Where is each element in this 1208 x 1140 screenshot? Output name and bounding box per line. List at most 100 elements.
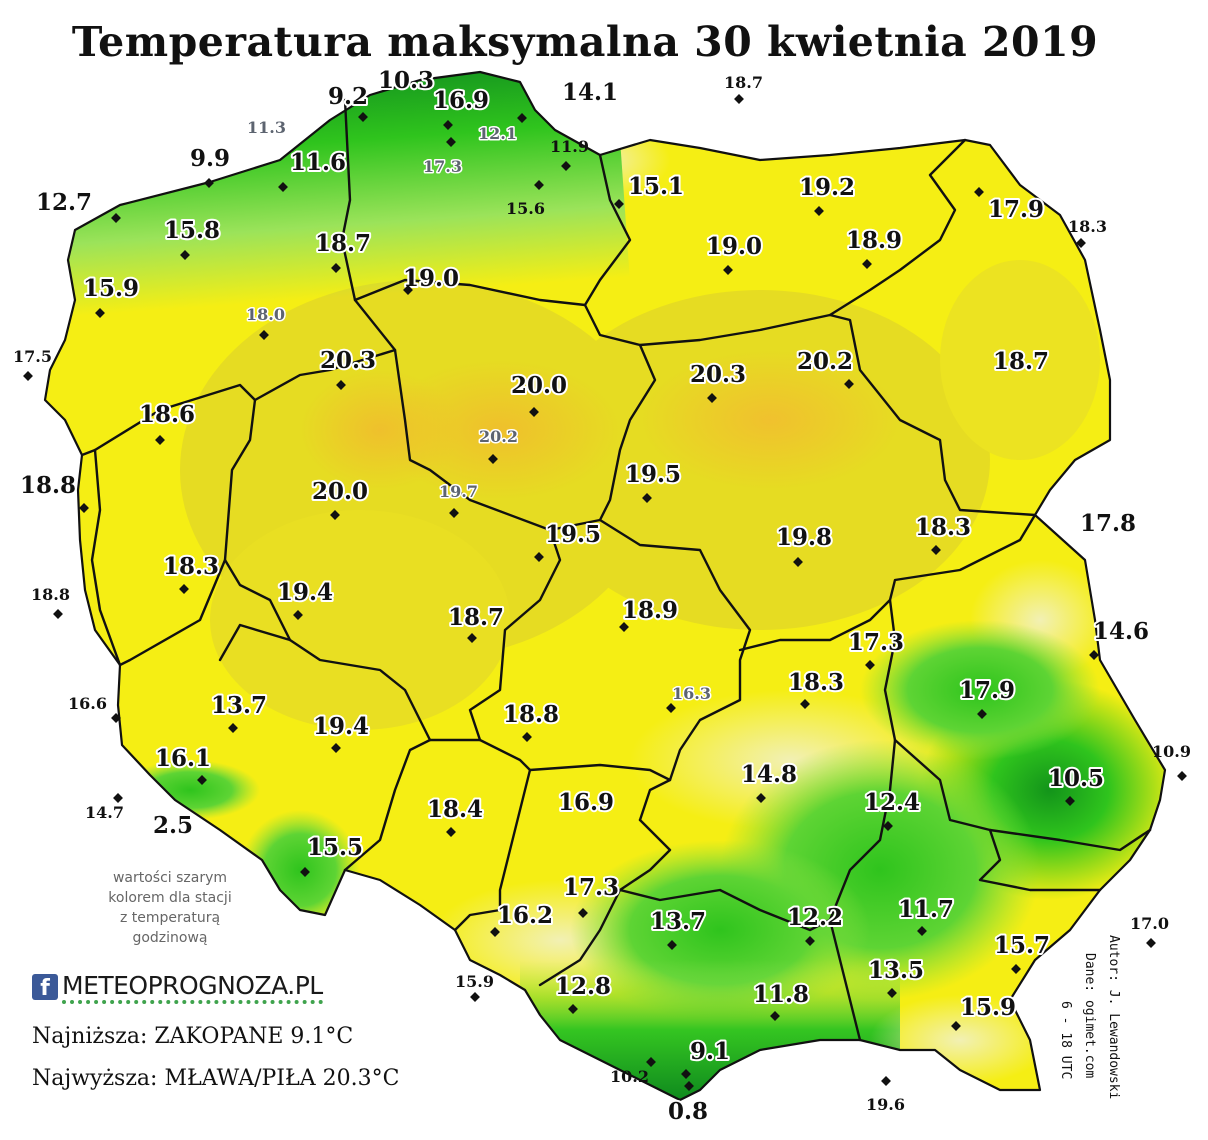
station: 19.8 xyxy=(774,522,834,567)
station-marker xyxy=(561,161,571,171)
station-marker xyxy=(534,552,544,562)
station-marker xyxy=(734,94,744,104)
facebook-icon[interactable]: f xyxy=(32,974,58,1000)
station-label: 18.7 xyxy=(448,604,504,631)
station: 11.8 xyxy=(751,979,811,1021)
station-marker xyxy=(522,732,532,742)
station: 18.9 xyxy=(844,225,904,269)
station-marker xyxy=(403,285,413,295)
station: 17.5 xyxy=(13,347,52,381)
station-marker xyxy=(446,827,456,837)
station-label: 2.5 xyxy=(153,812,193,839)
station-marker xyxy=(300,867,310,877)
station-label: 18.3 xyxy=(1068,217,1107,236)
station: 16.9 xyxy=(431,85,491,130)
note-line: godzinową xyxy=(132,930,208,946)
station-marker xyxy=(667,940,677,950)
station: 17.0 xyxy=(1130,914,1169,948)
station: 19.4 xyxy=(311,711,371,753)
station: 18.3 xyxy=(1068,217,1107,248)
station-marker xyxy=(467,633,477,643)
station-marker xyxy=(642,493,652,503)
station: 16.9 xyxy=(556,787,616,818)
station-label: 17.3 xyxy=(423,157,462,176)
station-marker xyxy=(259,330,269,340)
station-label: 20.3 xyxy=(320,347,376,374)
station-marker xyxy=(517,113,527,123)
station-label: 14.8 xyxy=(741,761,797,788)
station-label: 19.0 xyxy=(706,233,762,260)
station-label: 19.6 xyxy=(866,1095,905,1114)
station: 19.4 xyxy=(275,577,335,620)
source-line: Dane: ogimet.com xyxy=(1082,953,1097,1079)
station-label: 15.6 xyxy=(506,199,545,218)
station: 2.5 xyxy=(151,810,195,841)
station: 15.7 xyxy=(992,930,1052,974)
station-label: 19.8 xyxy=(776,524,832,551)
station: 15.5 xyxy=(300,832,365,877)
country-border xyxy=(43,70,1167,1102)
station: 14.6 xyxy=(1089,616,1151,660)
station-label: 18.9 xyxy=(846,227,902,254)
station: 18.7 xyxy=(313,228,373,273)
station-label: 16.3 xyxy=(672,684,711,703)
station-label: 19.5 xyxy=(625,461,681,488)
station-label: 15.8 xyxy=(164,217,220,244)
station: 15.8 xyxy=(162,215,222,260)
station-label: 11.3 xyxy=(247,118,286,137)
station: 15.1 xyxy=(614,171,686,209)
station-marker xyxy=(666,703,676,713)
station-marker xyxy=(529,407,539,417)
station-marker xyxy=(578,908,588,918)
station-label: 10.9 xyxy=(1152,742,1191,761)
station-marker xyxy=(865,660,875,670)
station-marker xyxy=(180,250,190,260)
station-marker xyxy=(614,199,624,209)
station: 11.7 xyxy=(896,894,956,936)
station-label: 10.5 xyxy=(1048,765,1104,792)
station-label: 18.0 xyxy=(246,305,285,324)
station-label: 20.2 xyxy=(797,348,853,375)
station-marker xyxy=(490,927,500,937)
brand-logo[interactable]: f METEOPROGNOZA.PL xyxy=(32,970,323,1004)
station-label: 17.3 xyxy=(848,629,904,656)
station: 18.8 xyxy=(18,470,89,513)
station-label: 10.3 xyxy=(378,67,434,94)
station-label: 14.7 xyxy=(85,803,124,822)
station: 14.1 xyxy=(517,77,620,123)
station-label: 16.9 xyxy=(433,87,489,114)
station-label: 12.1 xyxy=(478,124,517,143)
station-label: 16.2 xyxy=(497,902,553,929)
station-label: 19.7 xyxy=(439,482,478,501)
station: 19.0 xyxy=(704,231,764,275)
station-label: 18.3 xyxy=(915,514,971,541)
station-marker xyxy=(111,213,121,223)
author-line: Autor: J. Lewandowski xyxy=(1106,935,1121,1100)
station-label: 11.9 xyxy=(550,137,589,156)
station-label: 16.9 xyxy=(558,789,614,816)
station: 11.9 xyxy=(550,137,589,171)
station-marker xyxy=(974,187,984,197)
station-label: 15.5 xyxy=(307,834,363,861)
station-label: 17.0 xyxy=(1130,914,1169,933)
station: 17.8 xyxy=(1078,508,1138,539)
station: 17.9 xyxy=(957,675,1017,719)
station: 18.4 xyxy=(425,794,485,837)
station: 15.9 xyxy=(455,972,494,1002)
station: 19.5 xyxy=(534,519,603,562)
station: 20.0 xyxy=(310,476,370,520)
station-marker xyxy=(204,178,214,188)
station: 11.3 xyxy=(246,117,288,139)
station-marker xyxy=(53,609,63,619)
station-label: 17.8 xyxy=(1080,510,1136,537)
station-label: 9.1 xyxy=(690,1038,730,1065)
station-label: 19.0 xyxy=(403,265,459,292)
station: 10.3 xyxy=(376,65,436,96)
station-marker xyxy=(814,206,824,216)
station-label: 12.7 xyxy=(36,189,92,216)
station-marker xyxy=(684,1081,694,1091)
station: 15.9 xyxy=(81,273,141,318)
station: 12.8 xyxy=(553,971,613,1014)
station-marker xyxy=(278,182,288,192)
station: 12.1 xyxy=(477,123,519,145)
